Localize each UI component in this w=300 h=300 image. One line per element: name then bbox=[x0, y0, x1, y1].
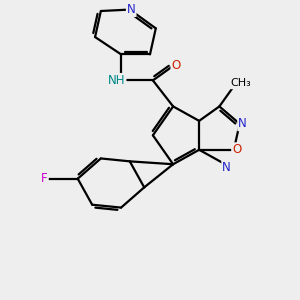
Text: N: N bbox=[238, 117, 247, 130]
Text: NH: NH bbox=[108, 74, 125, 87]
Text: N: N bbox=[127, 3, 136, 16]
Text: O: O bbox=[232, 143, 242, 156]
Text: N: N bbox=[222, 160, 231, 174]
Text: CH₃: CH₃ bbox=[231, 78, 251, 88]
Text: O: O bbox=[171, 59, 181, 72]
Text: F: F bbox=[41, 172, 48, 185]
